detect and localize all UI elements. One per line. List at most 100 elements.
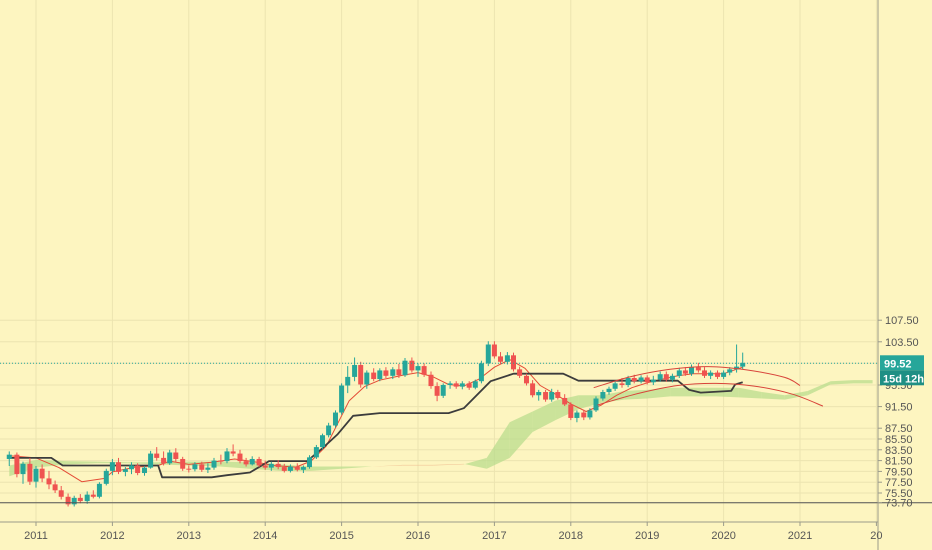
candle-body xyxy=(511,355,516,370)
candle xyxy=(300,465,306,474)
cloud-segment xyxy=(402,464,434,466)
candle-body xyxy=(568,404,574,418)
candle xyxy=(135,463,141,476)
candle xyxy=(58,485,64,500)
candle-body xyxy=(294,466,300,470)
time-tick-label-2017: 2017 xyxy=(482,530,506,542)
candle xyxy=(402,358,408,377)
candle xyxy=(20,461,26,484)
candle-body xyxy=(721,372,727,377)
candle xyxy=(268,461,274,471)
candle xyxy=(734,344,740,373)
candle-body xyxy=(249,458,255,465)
candle-body xyxy=(332,412,338,426)
candle xyxy=(536,389,542,401)
candle xyxy=(332,410,338,428)
candle xyxy=(421,363,427,377)
candle-body xyxy=(313,447,319,458)
cloud-segment xyxy=(715,387,739,398)
candle-body xyxy=(46,478,52,485)
candle xyxy=(243,457,249,467)
candle xyxy=(434,382,440,402)
candle-body xyxy=(466,383,472,388)
candle xyxy=(116,457,122,475)
candle-body xyxy=(581,412,587,418)
time-tick-label-2011: 2011 xyxy=(24,530,48,542)
candle-body xyxy=(377,370,383,380)
candle-body xyxy=(625,377,631,385)
candle xyxy=(364,370,370,389)
cloud-segment xyxy=(463,457,487,469)
candle xyxy=(606,386,612,395)
candle-body xyxy=(631,377,637,382)
candle-body xyxy=(371,372,377,380)
candle xyxy=(530,380,536,398)
candle-body xyxy=(727,369,733,373)
price-tick-label: 77.50 xyxy=(885,477,913,489)
candle xyxy=(6,451,12,466)
candle-body xyxy=(396,369,402,376)
candle xyxy=(600,389,606,401)
candle xyxy=(663,371,669,382)
candle xyxy=(676,367,682,378)
candle-body xyxy=(6,454,12,459)
candle xyxy=(428,371,434,389)
upper-arc[interactable] xyxy=(593,366,801,389)
candle-body xyxy=(358,365,364,385)
time-tick-label-2021: 2021 xyxy=(788,530,812,542)
candle-body xyxy=(415,366,421,371)
candle-body xyxy=(606,388,612,393)
candle-body xyxy=(237,453,243,462)
candle xyxy=(644,375,650,385)
lower-arc[interactable] xyxy=(597,382,824,407)
candle xyxy=(14,452,20,478)
candle-body xyxy=(708,372,714,376)
candle-body xyxy=(428,374,434,387)
candle-body xyxy=(600,392,606,399)
candle-body xyxy=(320,435,325,448)
candle-body xyxy=(135,465,141,474)
candle xyxy=(466,381,472,390)
candle xyxy=(199,461,205,472)
time-tick-label-2015: 2015 xyxy=(329,530,353,542)
candle xyxy=(689,364,695,376)
candle-body xyxy=(676,370,682,376)
candle xyxy=(148,450,154,469)
cloud-segment xyxy=(761,392,785,400)
candle xyxy=(77,494,83,504)
candle-body xyxy=(472,381,478,388)
candle-body xyxy=(587,410,593,418)
reference-lines xyxy=(0,362,932,504)
price-tick-label: 87.50 xyxy=(885,423,913,435)
candle-body xyxy=(90,494,96,497)
candle-body xyxy=(141,467,147,474)
arc-drawings xyxy=(593,366,824,407)
price-tick-label: 85.50 xyxy=(885,434,913,446)
candle xyxy=(714,370,720,380)
candle-body xyxy=(27,463,33,482)
candle xyxy=(358,361,364,388)
candle xyxy=(383,367,389,378)
candle-body xyxy=(549,392,555,400)
candle xyxy=(27,457,33,485)
candle xyxy=(71,495,77,507)
candle-body xyxy=(218,460,224,462)
candle-body xyxy=(256,458,262,466)
candle-body xyxy=(154,453,160,458)
candle-body xyxy=(543,392,549,400)
candle xyxy=(371,368,377,382)
last-price-tag xyxy=(880,355,924,371)
candle xyxy=(702,367,707,378)
price-tick-label: 75.50 xyxy=(885,488,913,500)
candle xyxy=(377,368,383,382)
candle-body xyxy=(453,383,459,387)
candle-body xyxy=(345,376,351,386)
time-tick-label-2013: 2013 xyxy=(177,530,201,542)
candle xyxy=(294,463,300,472)
candle-body xyxy=(740,362,746,367)
candle-body xyxy=(230,451,236,454)
candle xyxy=(523,373,529,386)
